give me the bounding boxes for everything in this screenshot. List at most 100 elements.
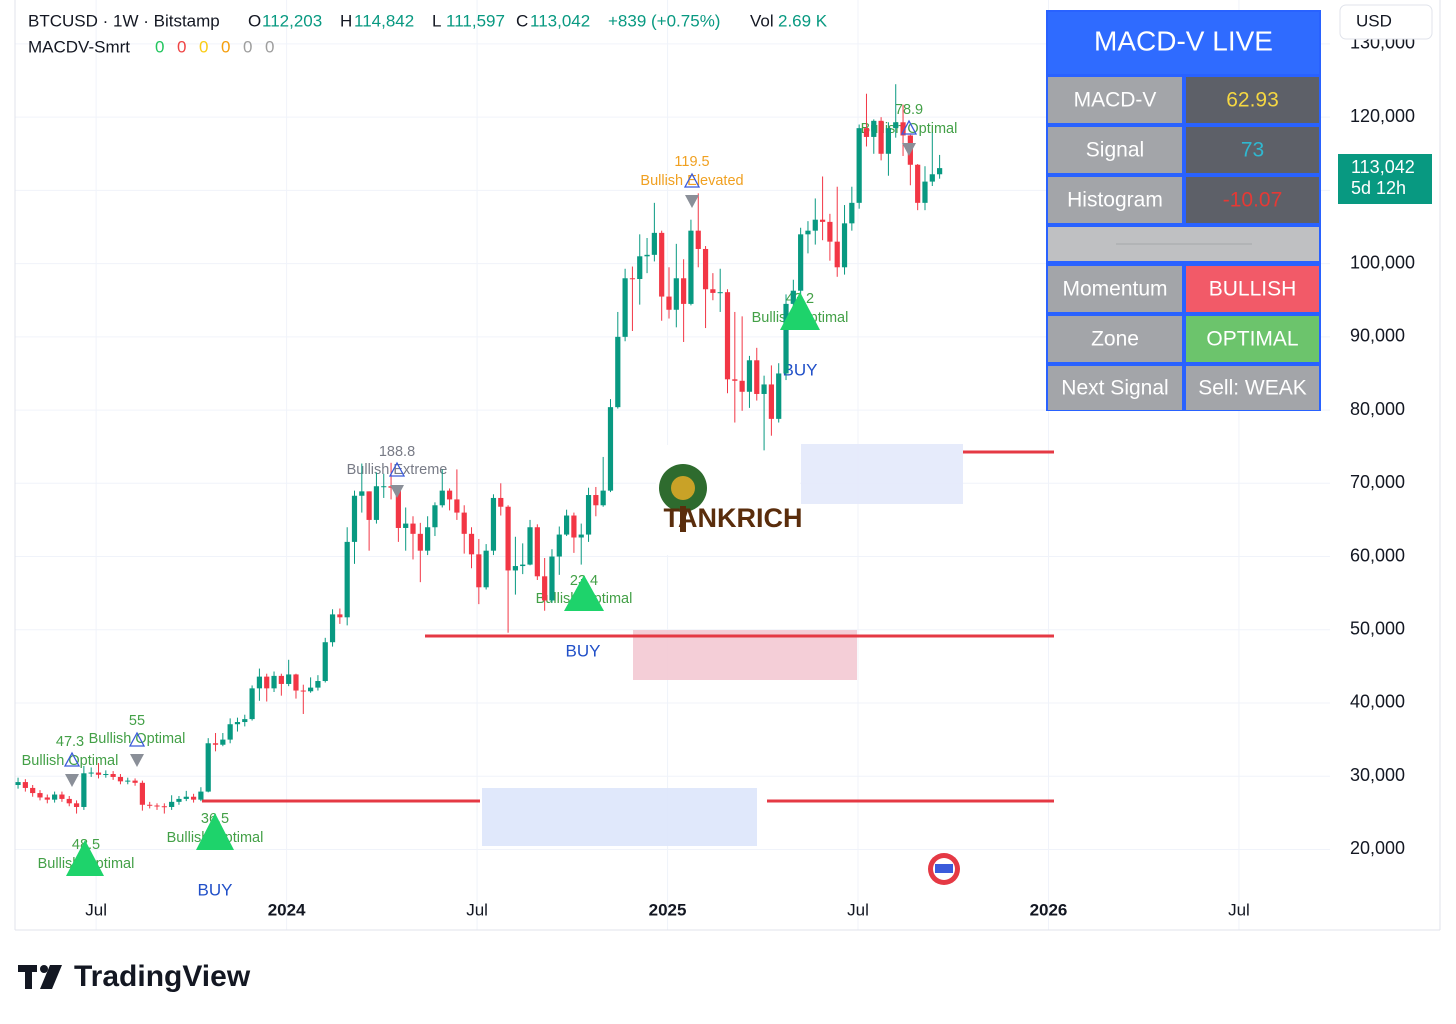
candle-body (103, 774, 109, 776)
price-badge-countdown: 5d 12h (1351, 178, 1406, 198)
overlays (202, 444, 1054, 846)
candle-body (271, 675, 277, 689)
warning-triangle (128, 731, 146, 747)
y-tick-label: 20,000 (1350, 838, 1405, 858)
candle-body (783, 303, 789, 374)
candle-body (205, 743, 211, 792)
table-value-cell (1186, 366, 1319, 410)
candle-body (498, 497, 504, 507)
ohlc-key: O (248, 11, 261, 30)
axes: 20,000 30,000 40,000 50,000 60,000 70,000 80,0… (85, 33, 1415, 920)
buy-triangle (196, 813, 234, 850)
candle-body (373, 486, 380, 520)
candle-body (571, 515, 577, 538)
warning-triangle (900, 119, 918, 135)
candle-body (110, 774, 116, 777)
y-tick-label: 100,000 (1350, 252, 1415, 272)
x-tick-label: 2026 (1030, 900, 1068, 919)
signal-label: Bullish Extreme (347, 462, 448, 478)
candle-body (22, 782, 28, 788)
candle-body (44, 797, 50, 800)
table-value-cell (1186, 177, 1319, 223)
candle-body (176, 798, 182, 802)
y-tick-label: 120,000 (1350, 106, 1415, 126)
table-key-cell (1048, 316, 1182, 362)
table-value-cell (1186, 266, 1319, 312)
candle-body (454, 499, 460, 513)
candle-body (220, 739, 226, 745)
currency-button[interactable] (1339, 4, 1433, 40)
ohlc-value: +839 (+0.75%) (608, 11, 720, 30)
buy-triangle (780, 292, 820, 330)
symbol: BTCUSD · 1W · Bitstamp (28, 11, 220, 30)
candle-body (593, 495, 599, 506)
candle-body (922, 181, 928, 203)
candle-body (300, 690, 306, 692)
indicator-value: 0 (243, 37, 252, 56)
y-tick-label: 30,000 (1350, 765, 1405, 785)
indicator-value: 0 (221, 37, 230, 56)
candle-body (490, 497, 497, 551)
candle-body (125, 780, 131, 782)
y-tick-label: 70,000 (1350, 472, 1405, 492)
table-key-cell (1048, 127, 1182, 173)
candle-body (520, 564, 526, 567)
blurred-box (482, 788, 757, 846)
candle-body (432, 505, 438, 528)
candle-body (66, 798, 72, 804)
x-tick-label: 2025 (649, 900, 687, 919)
signal-label: Bullish Elevated (640, 173, 743, 189)
buy-label: BUY (198, 880, 233, 899)
table-key: MACD-V (1074, 89, 1157, 112)
candle-body (798, 234, 804, 291)
watermark-trunk (680, 506, 686, 532)
candle-body (351, 495, 358, 542)
candle-body (534, 527, 540, 577)
ohlc-key: H (340, 11, 352, 30)
candle-body (878, 120, 884, 154)
candle-body (73, 803, 80, 807)
macd-table: MACD-V LIVE MACD-V 62.93 Signal 73 Histogram -… (1046, 10, 1321, 411)
blurred-box (801, 444, 963, 504)
price-badge-price: 113,042 (1351, 157, 1415, 177)
signal-label: Bullish Optimal (22, 753, 119, 769)
candle-body (366, 491, 372, 520)
ohlc-key: L (432, 11, 441, 30)
candle-body (234, 722, 241, 725)
y-tick-label: 80,000 (1350, 399, 1405, 419)
candle-body (819, 219, 826, 222)
watermark-text: TANKRICH (664, 503, 803, 533)
candle-body (710, 289, 716, 293)
candle-body (688, 230, 694, 304)
table-key-cell (1048, 266, 1182, 312)
brand-name: TradingView (74, 960, 251, 993)
candle-body (161, 806, 167, 808)
candle-body (607, 407, 614, 491)
candle-body (776, 373, 782, 419)
candle-body (395, 487, 401, 528)
candle-body (681, 278, 687, 304)
candle-body (505, 506, 511, 571)
table-value: BULLISH (1209, 278, 1297, 301)
table-key: Zone (1091, 328, 1139, 351)
candle-body (183, 796, 189, 799)
candle-body (410, 523, 416, 534)
sell-triangle (65, 774, 79, 787)
markers (63, 119, 960, 885)
warning-triangle (388, 461, 406, 477)
candle-body (578, 534, 584, 538)
indicator-value: 0 (155, 37, 164, 56)
logo-part (40, 965, 62, 989)
candle-body (322, 642, 328, 682)
candle-body (615, 336, 621, 408)
candle-body (425, 527, 431, 551)
table-value: OPTIMAL (1206, 328, 1298, 351)
buy-triangle (564, 575, 604, 611)
indicator-name: MACDV-Smrt (28, 37, 130, 56)
candle-body (841, 223, 848, 268)
candle-body (695, 230, 701, 249)
ohlc-value: 112,203 (262, 11, 322, 30)
candle-body (549, 556, 555, 601)
